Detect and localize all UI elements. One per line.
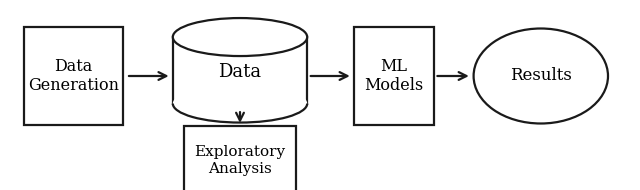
Ellipse shape <box>173 18 307 56</box>
Ellipse shape <box>474 28 608 124</box>
Polygon shape <box>173 37 307 104</box>
FancyBboxPatch shape <box>184 126 296 190</box>
Text: Exploratory
Analysis: Exploratory Analysis <box>195 146 285 176</box>
Text: Data: Data <box>218 63 262 81</box>
Text: Data
Generation: Data Generation <box>28 58 119 94</box>
FancyBboxPatch shape <box>354 27 434 125</box>
Text: ML
Models: ML Models <box>364 58 423 94</box>
Text: Results: Results <box>510 67 572 85</box>
FancyBboxPatch shape <box>24 27 123 125</box>
Ellipse shape <box>173 85 307 123</box>
